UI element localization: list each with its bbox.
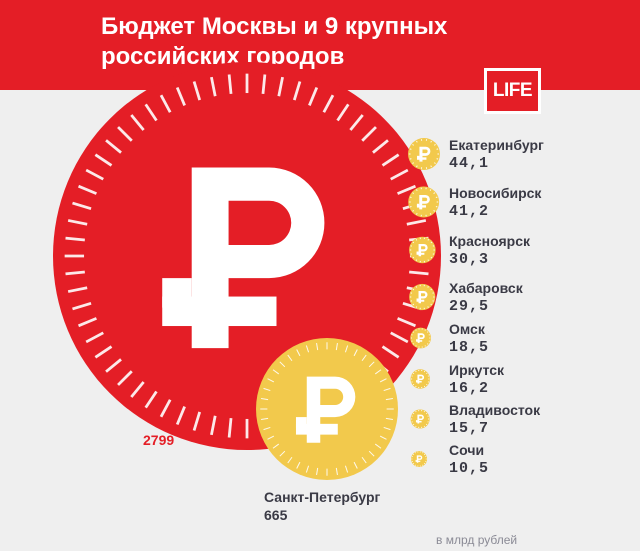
ruble-icon: [416, 291, 428, 304]
bubble-5: [409, 283, 436, 311]
city-value-label: 16,2: [449, 380, 490, 397]
city-name-label: Новосибирск: [449, 185, 542, 201]
spb-city-label: Санкт-Петербург: [264, 489, 381, 505]
bubble-7: [410, 369, 430, 389]
bubble-2: [408, 138, 440, 170]
city-name-label: Владивосток: [449, 402, 541, 418]
ruble-icon: [415, 455, 423, 463]
city-name-label: Хабаровск: [449, 280, 523, 296]
spb-value-label: 665: [264, 507, 288, 523]
city-name-label: Красноярск: [449, 233, 531, 249]
city-value-label: 41,2: [449, 203, 490, 220]
ruble-icon: [415, 414, 424, 424]
bubble-3: [408, 186, 440, 218]
life-logo: LIFE: [487, 71, 538, 111]
moscow-value-label: 2799: [143, 432, 175, 448]
bubble-4: [409, 236, 436, 264]
page-title: Бюджет Москвы и 9 крупных российских гор…: [101, 13, 448, 70]
ruble-icon: [415, 374, 425, 384]
city-value-label: 10,5: [449, 460, 490, 477]
ruble-icon: [417, 146, 431, 162]
city-name-label: Сочи: [449, 442, 485, 458]
city-value-label: 44,1: [449, 155, 490, 172]
ruble-icon: [295, 376, 356, 443]
bubble-6: [410, 327, 431, 349]
city-name-label: Екатеринбург: [449, 137, 544, 153]
ruble-icon: [162, 167, 325, 349]
bubble-9: [411, 451, 428, 467]
city-name-label: Иркутск: [449, 362, 505, 378]
city-value-label: 18,5: [449, 339, 490, 356]
ruble-icon: [416, 194, 430, 210]
city-value-label: 30,3: [449, 251, 490, 268]
unit-note: в млрд рублей: [436, 533, 518, 547]
city-name-label: Омск: [449, 321, 485, 337]
bubble-saint-petersburg: [256, 338, 398, 480]
ruble-icon: [416, 333, 425, 343]
city-value-label: 15,7: [449, 420, 490, 437]
bubble-8: [410, 409, 430, 429]
header-bar: Бюджет Москвы и 9 крупных российских гор…: [0, 0, 640, 90]
city-value-label: 29,5: [449, 298, 490, 315]
ruble-icon: [416, 243, 428, 257]
